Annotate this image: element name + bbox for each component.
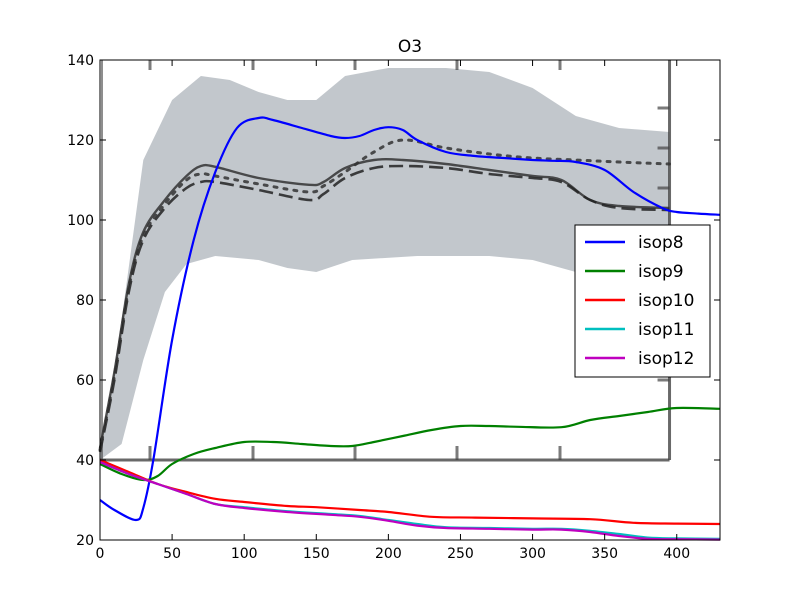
chart-title: O3 xyxy=(398,37,422,57)
x-tick-label: 350 xyxy=(591,546,618,562)
y-tick-label: 20 xyxy=(76,533,94,549)
legend-label-isop12: isop12 xyxy=(638,349,694,369)
reference-band xyxy=(100,68,670,460)
x-tick-label: 200 xyxy=(375,546,402,562)
x-tick-label: 250 xyxy=(447,546,474,562)
reference-line-solid xyxy=(98,158,670,449)
axis-ticks: 0 50 100 150 200 250 300 350 400 20 40 60 80 100 120 14… xyxy=(67,53,720,562)
y-tick-label: 80 xyxy=(76,293,94,309)
x-tick-label: 50 xyxy=(163,546,181,562)
x-tick-label: 100 xyxy=(231,546,258,562)
x-tick-label: 400 xyxy=(663,546,690,562)
y-tick-label: 60 xyxy=(76,373,94,389)
legend-label-isop9: isop9 xyxy=(638,262,684,282)
x-tick-label: 300 xyxy=(519,546,546,562)
reference-line-dashed xyxy=(98,164,670,453)
series-line-isop12 xyxy=(99,460,721,541)
y-tick-label: 100 xyxy=(67,213,94,229)
series-line-isop9 xyxy=(99,406,721,482)
series-line-isop8 xyxy=(99,116,721,522)
legend-label-isop8: isop8 xyxy=(638,233,684,253)
x-tick-label: 150 xyxy=(303,546,330,562)
y-tick-label: 40 xyxy=(76,453,94,469)
series-line-isop10 xyxy=(99,458,721,526)
y-tick-label: 120 xyxy=(67,133,94,149)
x-tick-label: 0 xyxy=(96,546,105,562)
legend-label-isop11: isop11 xyxy=(638,320,694,340)
series-line-isop11 xyxy=(99,460,721,540)
legend: isop8 isop9 isop10 isop11 isop12 xyxy=(574,224,711,378)
legend-label-isop10: isop10 xyxy=(638,291,694,311)
series-layer xyxy=(99,116,721,541)
y-tick-label: 140 xyxy=(67,53,94,69)
reference-line-dotted xyxy=(98,138,671,452)
